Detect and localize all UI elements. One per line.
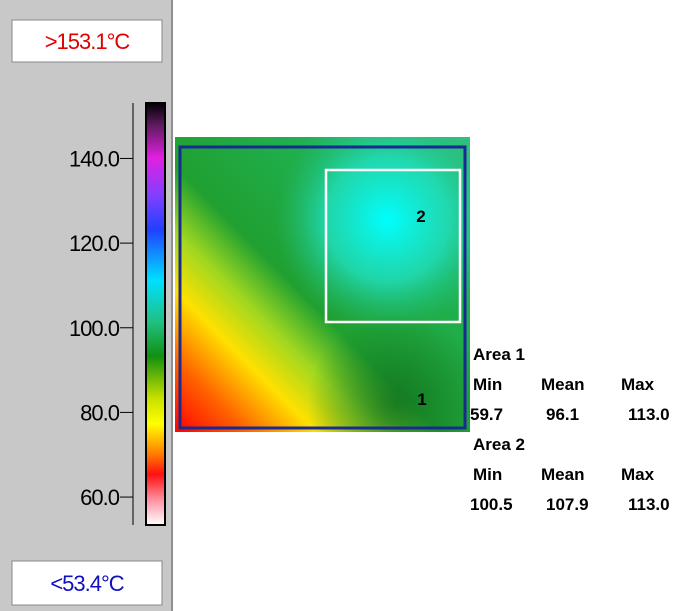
stat-value: 100.5 xyxy=(470,495,513,514)
stats: Area 1 Min Mean Max 59.7 96.1 113.0 Area 2 Min Me… xyxy=(470,345,670,514)
area-name: Area 2 xyxy=(473,435,525,454)
thermal-dark-zone xyxy=(175,137,470,432)
stat-value: 107.9 xyxy=(546,495,589,514)
color-bar xyxy=(146,103,165,525)
tick-label: 80.0 xyxy=(80,400,120,425)
thermal-view: >153.1°C <53.4°C 140.0 120.0 100.0 80.0 60.0… xyxy=(0,0,688,611)
area-marker: 2 xyxy=(416,207,425,226)
stat-value: 113.0 xyxy=(628,405,670,424)
area-name: Area 1 xyxy=(473,345,525,364)
tick-label: 120.0 xyxy=(69,231,120,256)
stat-value: 59.7 xyxy=(470,405,503,424)
page: >153.1°C <53.4°C 140.0 120.0 100.0 80.0 60.0… xyxy=(0,0,688,611)
stat-header: Mean xyxy=(541,375,584,394)
tick-label: 140.0 xyxy=(69,146,120,171)
min-label: <53.4°C xyxy=(50,571,124,596)
stat-header: Min xyxy=(473,375,502,394)
stat-value: 113.0 xyxy=(628,495,670,514)
tick-label: 100.0 xyxy=(69,316,120,341)
max-label: >153.1°C xyxy=(45,29,131,54)
stat-header: Max xyxy=(621,375,655,394)
tick-label: 60.0 xyxy=(80,485,120,510)
area-marker: 1 xyxy=(417,390,426,409)
stat-header: Min xyxy=(473,465,502,484)
stat-header: Max xyxy=(621,465,655,484)
stat-header: Mean xyxy=(541,465,584,484)
stat-value: 96.1 xyxy=(546,405,579,424)
